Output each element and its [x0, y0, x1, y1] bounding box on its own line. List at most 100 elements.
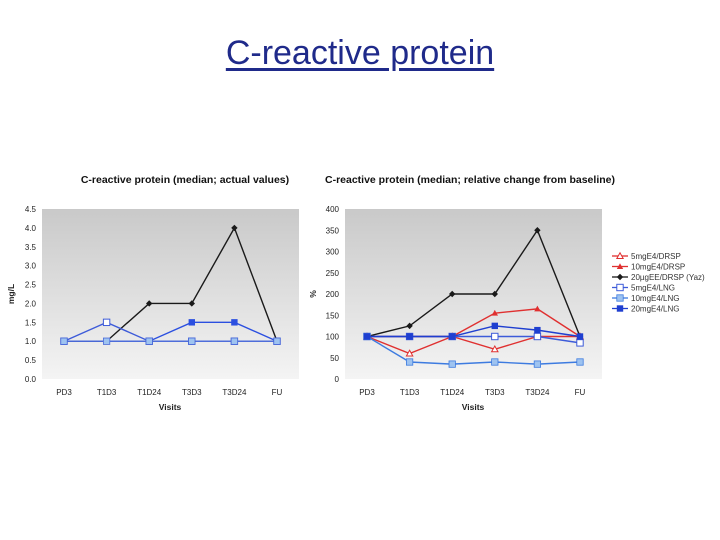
chart-actual-values: C-reactive protein (median; actual value… — [6, 174, 299, 412]
data-point — [103, 337, 111, 345]
legend-label: 5mgE4/LNG — [631, 284, 675, 293]
x-axis-label: Visits — [159, 402, 182, 412]
data-point — [448, 360, 456, 368]
legend-item: 10mgE4/LNG — [612, 294, 679, 303]
y-tick-label: 3.0 — [25, 262, 37, 271]
y-tick-label: 3.5 — [25, 243, 37, 252]
legend-label: 20mgE4/LNG — [631, 305, 679, 314]
data-point — [230, 337, 238, 345]
legend-item: 20µgEE/DRSP (Yaz) — [612, 273, 705, 282]
legend-marker — [616, 263, 624, 270]
y-tick-label: 150 — [326, 311, 340, 320]
y-tick-label: 0 — [335, 375, 340, 384]
x-tick-label: T1D24 — [137, 388, 162, 397]
data-point — [60, 337, 68, 345]
data-point — [405, 358, 414, 366]
x-tick-label: T3D3 — [485, 388, 505, 397]
x-tick-label: T1D3 — [97, 388, 117, 397]
data-point — [449, 333, 456, 340]
data-point — [145, 337, 153, 345]
series-line — [366, 228, 581, 338]
data-point — [533, 360, 542, 368]
y-tick-label: 0.0 — [25, 375, 37, 384]
data-point — [273, 337, 281, 345]
series-line — [366, 335, 581, 365]
y-tick-label: 1.0 — [25, 337, 37, 346]
data-point — [576, 333, 584, 340]
x-tick-label: FU — [575, 388, 586, 397]
series-5 — [363, 322, 584, 340]
data-point — [576, 339, 584, 347]
y-tick-label: 4.0 — [25, 224, 37, 233]
data-point — [490, 345, 499, 353]
legend-label: 5mgE4/DRSP — [631, 252, 681, 261]
data-point — [231, 319, 238, 326]
data-point — [406, 322, 413, 330]
legend-label: 20µgEE/DRSP (Yaz) — [631, 273, 705, 282]
legend-item: 5mgE4/LNG — [612, 284, 675, 293]
y-tick-label: 2.0 — [25, 299, 37, 308]
y-tick-label: 100 — [326, 333, 340, 342]
data-point — [231, 224, 238, 232]
series-3 — [60, 337, 281, 345]
y-tick-label: 350 — [326, 226, 340, 235]
data-point — [102, 318, 111, 327]
legend-label: 10mgE4/DRSP — [631, 263, 685, 272]
data-point — [188, 300, 195, 307]
x-tick-label: PD3 — [56, 388, 72, 397]
y-axis-label: mg/L — [6, 284, 16, 304]
slide-title: C-reactive protein — [225, 34, 495, 72]
data-point — [449, 290, 456, 298]
x-tick-label: PD3 — [359, 388, 375, 397]
data-point — [146, 300, 153, 307]
chart-title: C-reactive protein (median; actual value… — [81, 174, 289, 186]
data-point — [188, 319, 195, 326]
data-point — [491, 322, 498, 330]
y-tick-label: 50 — [330, 354, 339, 363]
data-point — [405, 349, 414, 357]
data-point — [491, 309, 498, 316]
x-tick-label: T1D3 — [400, 388, 420, 397]
plot-area — [42, 209, 299, 379]
chart-title: C-reactive protein (median; relative cha… — [325, 174, 615, 186]
series-line — [366, 335, 580, 355]
y-tick-label: 400 — [326, 205, 340, 214]
y-tick-label: 1.5 — [25, 318, 37, 327]
legend-item: 20mgE4/LNG — [612, 305, 679, 314]
y-tick-label: 0.5 — [25, 356, 37, 365]
x-tick-label: FU — [272, 388, 283, 397]
x-tick-label: T3D24 — [222, 388, 247, 397]
x-tick-label: T3D3 — [182, 388, 202, 397]
y-tick-label: 200 — [326, 290, 340, 299]
data-point — [491, 290, 498, 298]
legend-marker — [615, 251, 625, 260]
data-point — [533, 332, 542, 341]
x-axis-label: Visits — [462, 402, 485, 412]
data-point — [491, 358, 499, 366]
legend-item: 5mgE4/DRSP — [612, 251, 681, 261]
data-point — [534, 305, 541, 312]
legend-marker — [616, 283, 624, 292]
data-point — [188, 337, 196, 345]
legend-marker — [616, 305, 624, 312]
y-axis-label: % — [308, 290, 318, 298]
data-point — [534, 326, 541, 334]
y-tick-label: 4.5 — [25, 205, 37, 214]
chart-relative-change: C-reactive protein (median; relative cha… — [308, 174, 615, 412]
y-tick-label: 2.5 — [25, 281, 37, 290]
data-point — [491, 332, 499, 341]
y-tick-label: 250 — [326, 269, 340, 278]
y-tick-label: 300 — [326, 248, 340, 257]
legend-label: 10mgE4/LNG — [631, 294, 679, 303]
x-tick-label: T1D24 — [440, 388, 465, 397]
legend-marker — [616, 273, 624, 281]
series-line — [367, 325, 581, 338]
legend-item: 10mgE4/DRSP — [612, 263, 685, 272]
data-point — [534, 227, 541, 234]
legend-marker — [616, 294, 624, 302]
data-point — [406, 333, 413, 340]
x-tick-label: T3D24 — [525, 388, 550, 397]
data-point — [363, 333, 371, 340]
